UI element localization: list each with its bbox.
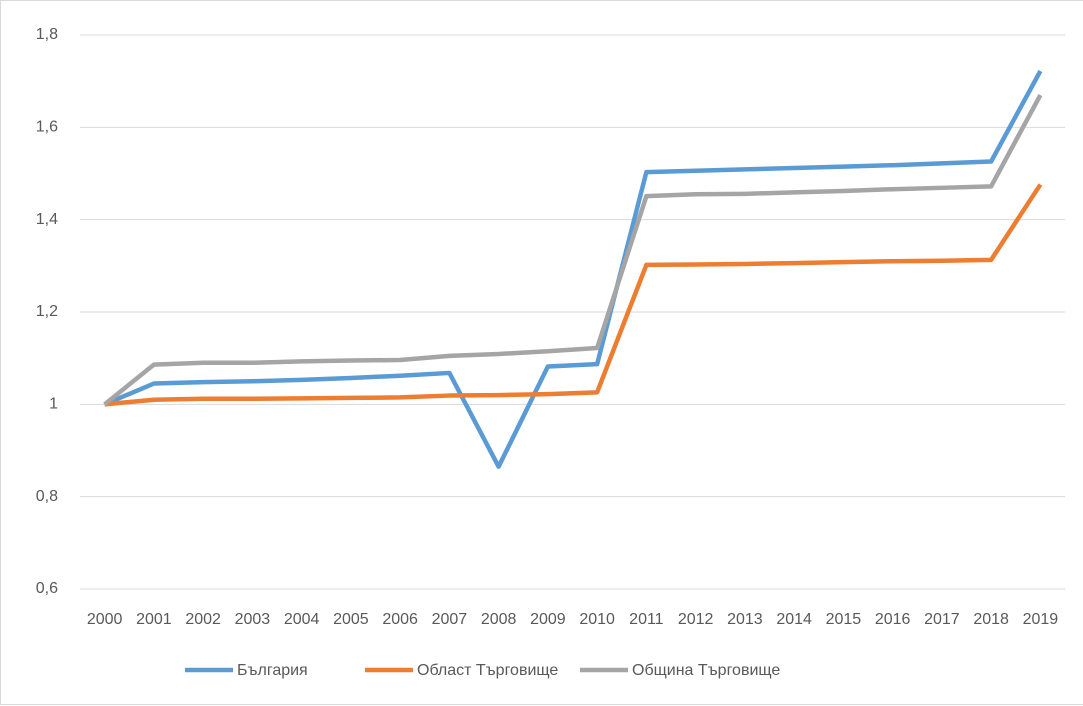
series-line — [103, 93, 1043, 407]
x-tick-label: 2000 — [87, 611, 123, 628]
x-tick-label: 2008 — [481, 611, 517, 628]
x-tick-label: 2011 — [629, 611, 664, 628]
x-tick-label: 2006 — [382, 611, 418, 628]
y-tick-label: 0,8 — [36, 488, 58, 505]
series-line — [104, 183, 1043, 407]
y-tick-label: 0,6 — [36, 580, 58, 597]
x-tick-label: 2019 — [1023, 611, 1059, 628]
x-tick-label: 2007 — [432, 611, 468, 628]
x-tick-label: 2013 — [727, 611, 763, 628]
x-tick-label: 2002 — [185, 611, 221, 628]
x-tick-label: 2012 — [678, 611, 714, 628]
x-tick-label: 2010 — [579, 611, 615, 628]
x-tick-label: 2016 — [875, 611, 911, 628]
y-tick-label: 1,2 — [36, 303, 58, 320]
y-tick-label: 1,4 — [36, 211, 58, 228]
legend-label: Община Търговище — [632, 662, 780, 679]
x-tick-label: 2001 — [136, 611, 172, 628]
y-tick-label: 1,6 — [36, 119, 58, 136]
legend-label: Област Търговище — [417, 662, 558, 679]
y-tick-label: 1,8 — [36, 26, 58, 43]
y-tick-label: 1 — [49, 396, 58, 413]
x-tick-label: 2017 — [924, 611, 960, 628]
x-tick-label: 2018 — [973, 611, 1009, 628]
series-line — [103, 69, 1043, 469]
x-tick-label: 2003 — [235, 611, 271, 628]
x-tick-label: 2009 — [530, 611, 566, 628]
legend-label: България — [237, 662, 308, 679]
x-tick-label: 2004 — [284, 611, 320, 628]
x-tick-label: 2005 — [333, 611, 369, 628]
x-tick-label: 2015 — [826, 611, 862, 628]
x-tick-label: 2014 — [776, 611, 812, 628]
